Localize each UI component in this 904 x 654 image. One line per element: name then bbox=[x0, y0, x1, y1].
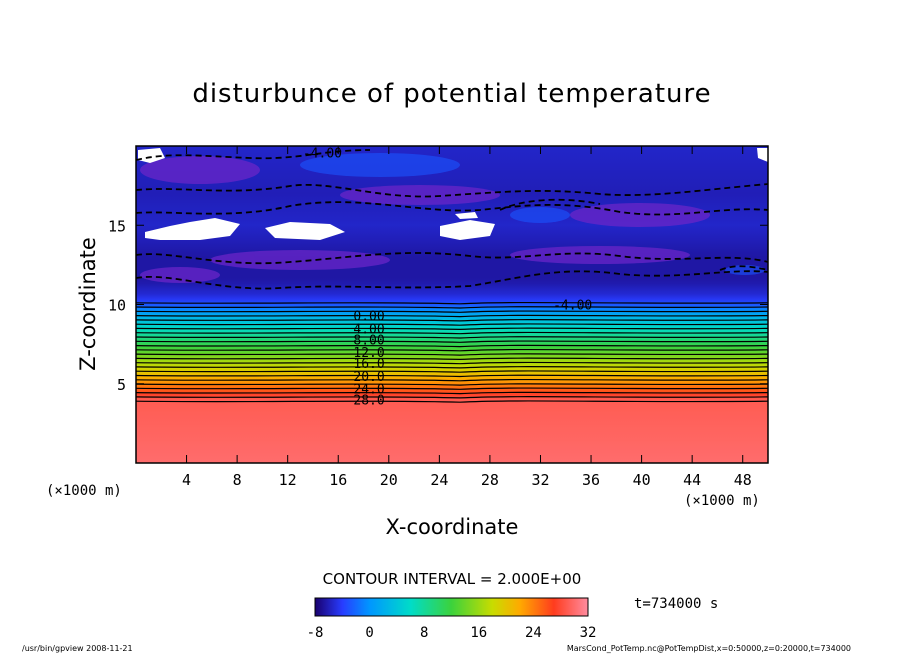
contour-label: 0.00 bbox=[353, 310, 384, 325]
contour-line bbox=[136, 327, 768, 331]
x-tick-label: 40 bbox=[633, 471, 651, 489]
contour-line bbox=[136, 310, 768, 313]
contour-line bbox=[136, 306, 768, 309]
x-tick-label: 16 bbox=[329, 471, 347, 489]
colorbar-tick-label: 16 bbox=[470, 625, 487, 641]
contour-line bbox=[136, 361, 768, 365]
x-tick-label: 48 bbox=[734, 471, 752, 489]
x-tick-label: 8 bbox=[233, 471, 242, 489]
contour-label: 8.00 bbox=[353, 333, 384, 348]
contour-label: 20.0 bbox=[353, 370, 384, 385]
contour-line bbox=[136, 396, 768, 399]
footer-right: MarsCond_PotTemp.nc@PotTempDist,x=0:5000… bbox=[567, 644, 851, 653]
x-tick-label: 36 bbox=[582, 471, 600, 489]
contour-label: 24.0 bbox=[353, 383, 384, 398]
footer-left: /usr/bin/gpview 2008-11-21 bbox=[22, 644, 133, 653]
contour-label: 12.0 bbox=[353, 346, 384, 361]
contour-line bbox=[136, 336, 768, 339]
contour-labels: -4.00 -4.00 0.004.008.0012.016.020.024.028… bbox=[303, 146, 592, 408]
positive-contours bbox=[136, 301, 768, 403]
contour-line bbox=[136, 301, 768, 305]
x-tick-label: 44 bbox=[683, 471, 701, 489]
negative-contours bbox=[136, 149, 768, 290]
contour-line bbox=[136, 323, 768, 326]
contour-line bbox=[136, 387, 768, 390]
field-features bbox=[136, 148, 768, 403]
y-axis: 5 10 15 bbox=[108, 217, 768, 394]
colorbar-tick-label: 32 bbox=[580, 625, 597, 641]
x-unit-left: (×1000 m) bbox=[46, 483, 122, 499]
y-tick-label: 10 bbox=[108, 297, 126, 315]
contour-line bbox=[136, 374, 768, 378]
x-tick-label: 32 bbox=[531, 471, 549, 489]
y-tick-label: 5 bbox=[117, 376, 126, 394]
contour-label: 16.0 bbox=[353, 357, 384, 372]
contour-label: -4.00 bbox=[303, 146, 342, 161]
contour-line bbox=[136, 319, 768, 322]
x-tick-label: 20 bbox=[380, 471, 398, 489]
contour-line bbox=[136, 391, 768, 395]
x-tick-label: 12 bbox=[279, 471, 297, 489]
colorbar-tick-label: 8 bbox=[420, 625, 428, 641]
contour-label: 28.0 bbox=[353, 394, 384, 409]
contour-line bbox=[136, 331, 768, 335]
x-tick-label: 28 bbox=[481, 471, 499, 489]
contour-line bbox=[136, 366, 768, 369]
y-tick-label: 15 bbox=[108, 217, 126, 235]
contour-line bbox=[136, 383, 768, 386]
x-unit-right: (×1000 m) bbox=[684, 493, 760, 509]
contour-line bbox=[136, 314, 768, 318]
time-label: t=734000 s bbox=[634, 596, 718, 612]
x-axis: 4 8 12 16 20 24 28 32 36 40 44 48 bbox=[182, 146, 752, 489]
contour-line bbox=[136, 353, 768, 356]
colorbar-ticks: -8 0 8 16 24 32 bbox=[307, 625, 597, 641]
contour-label: -4.00 bbox=[553, 299, 592, 314]
missing-value-patches bbox=[138, 148, 768, 240]
contour-line bbox=[136, 378, 768, 382]
contour-line bbox=[136, 344, 768, 348]
colorbar-tick-label: -8 bbox=[307, 625, 324, 641]
contour-label: 4.00 bbox=[353, 322, 384, 337]
colorbar-tick-label: 24 bbox=[525, 625, 542, 641]
x-tick-label: 24 bbox=[430, 471, 448, 489]
contour-line bbox=[136, 370, 768, 373]
chart-title: disturbunce of potential temperature bbox=[192, 79, 711, 109]
colorbar-tick-label: 0 bbox=[365, 625, 373, 641]
colorbar bbox=[314, 597, 589, 617]
plot-area: -4.00-4.000.004.008.0012.016.020.024.028… bbox=[108, 145, 769, 489]
x-axis-label: X-coordinate bbox=[386, 515, 519, 539]
contour-line bbox=[136, 340, 768, 343]
contour-line bbox=[136, 357, 768, 361]
x-tick-label: 4 bbox=[182, 471, 191, 489]
contour-interval: CONTOUR INTERVAL = 2.000E+00 bbox=[323, 570, 582, 588]
y-axis-label: Z-coordinate bbox=[76, 237, 100, 371]
contour-line bbox=[136, 400, 768, 403]
contour-line bbox=[136, 348, 768, 352]
